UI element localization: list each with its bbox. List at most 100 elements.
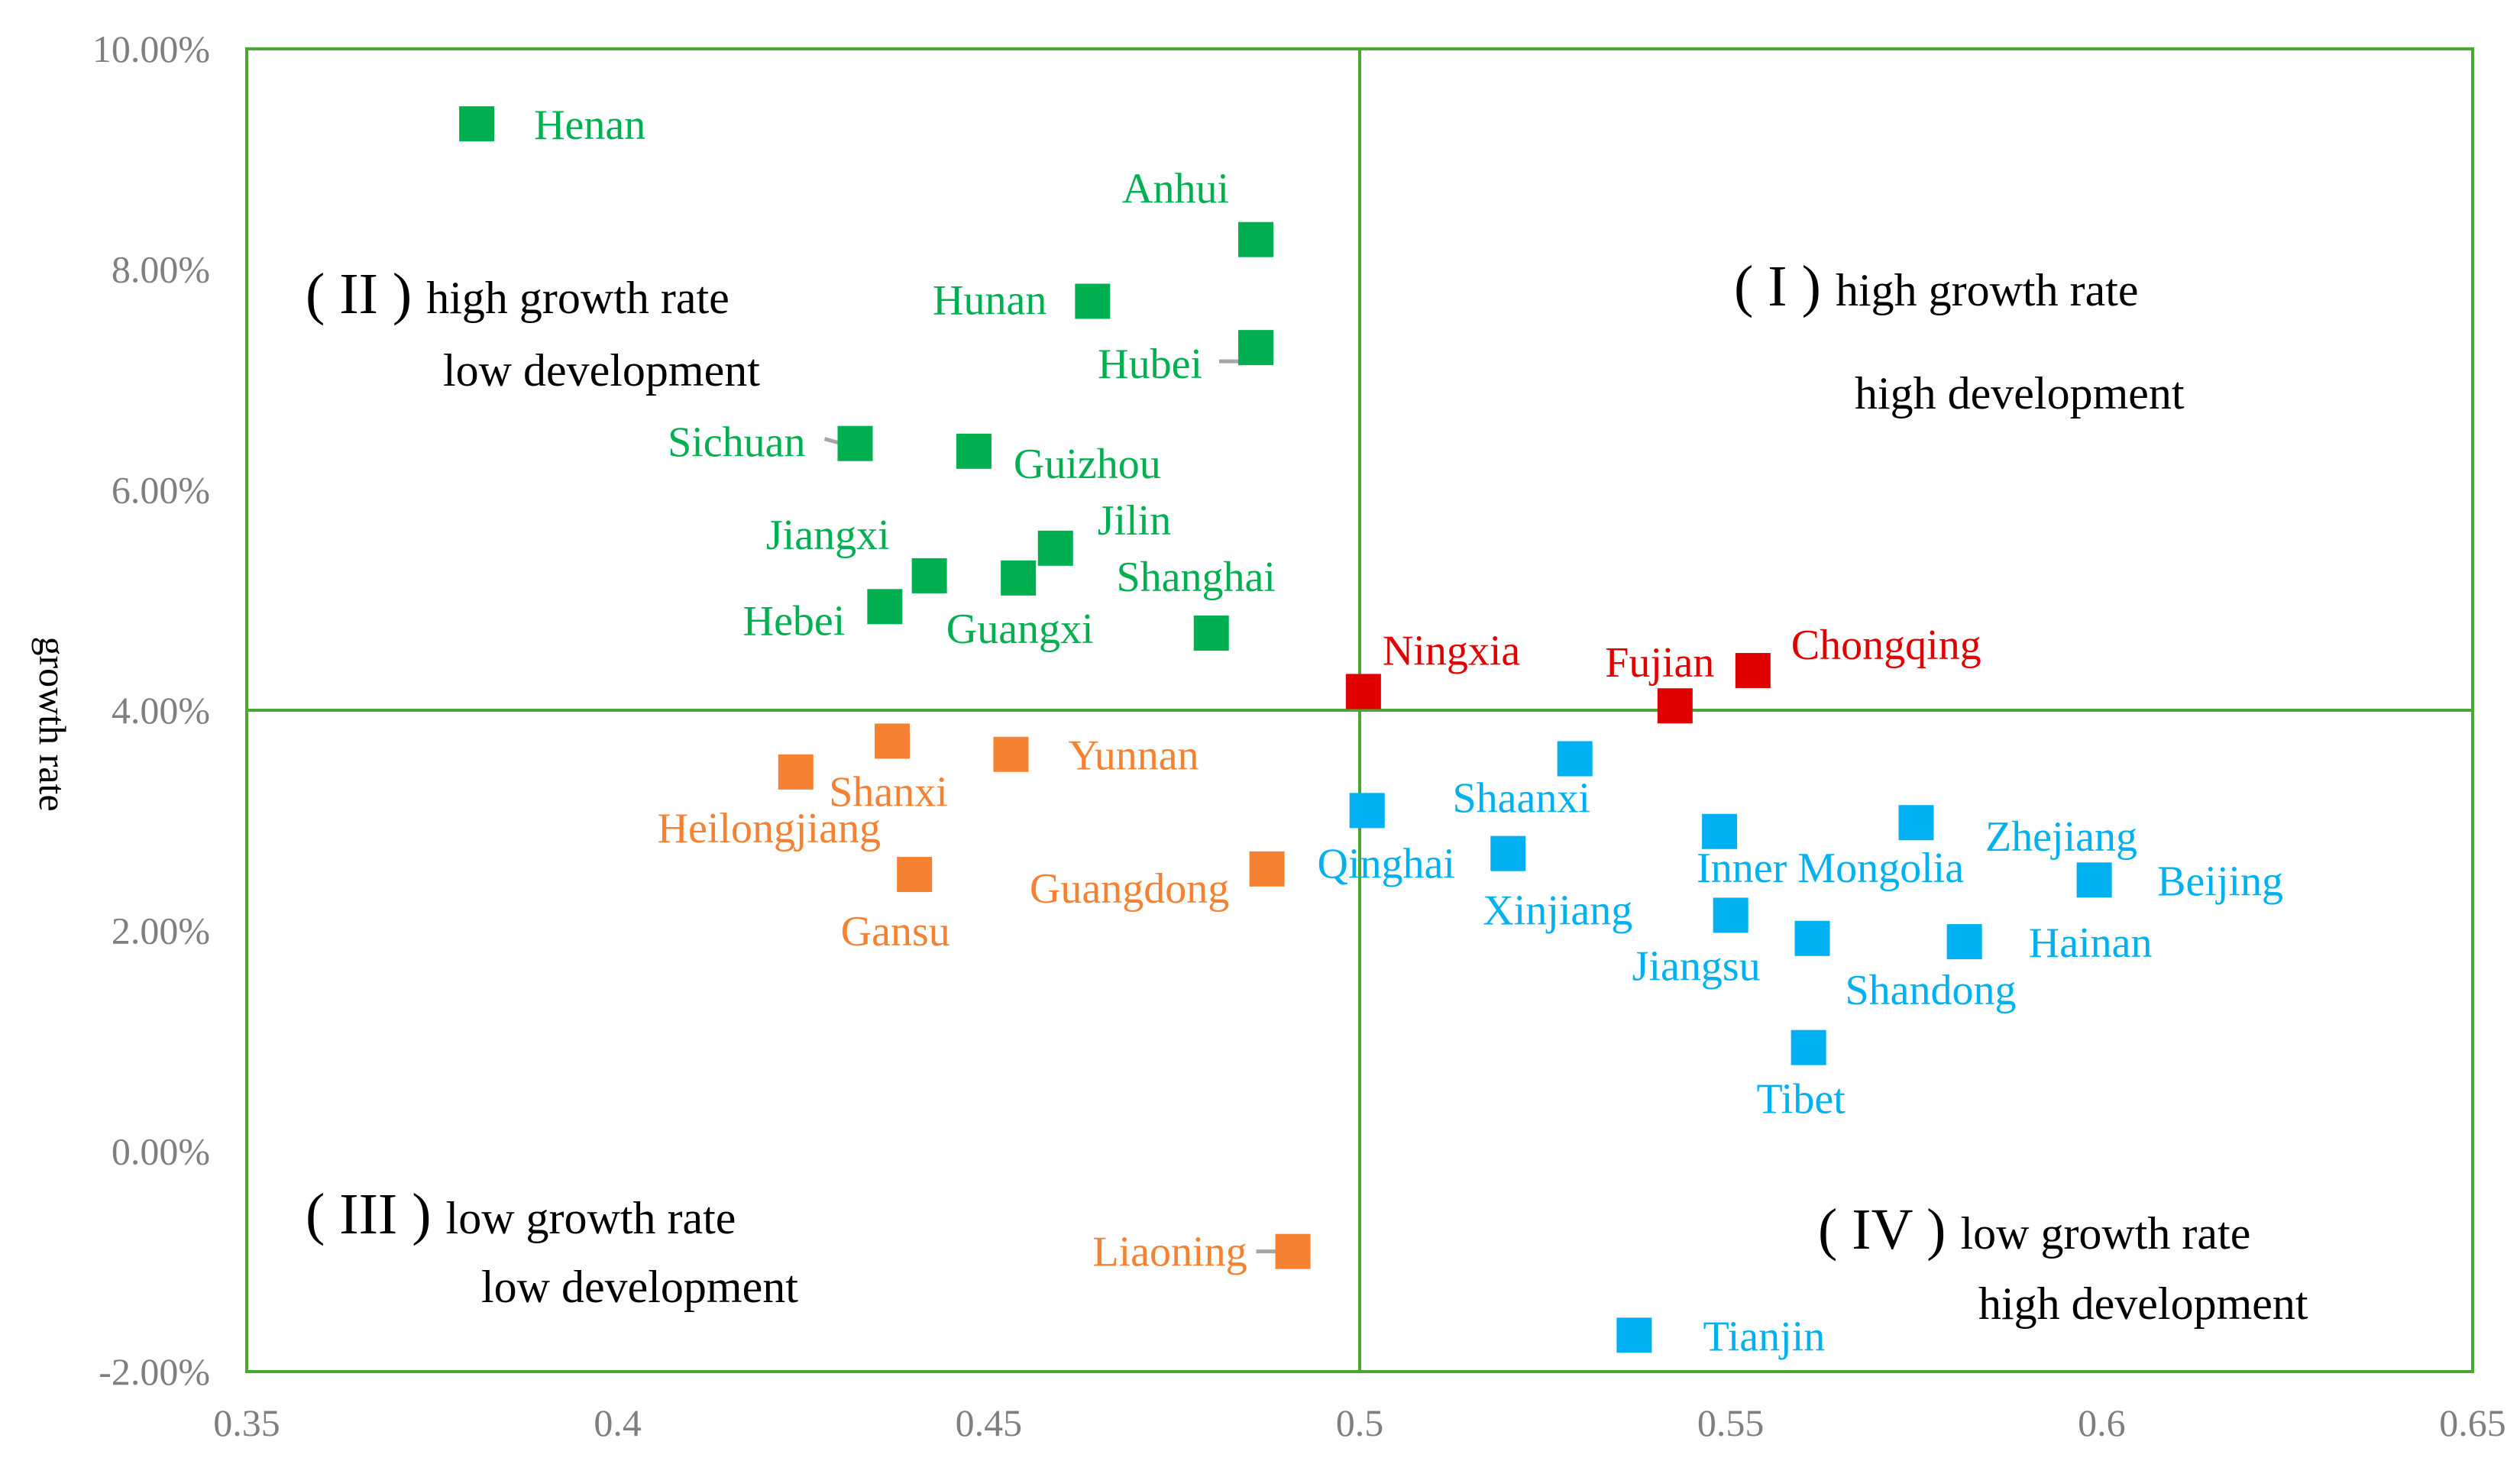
marker-inner-mongolia xyxy=(1702,813,1738,849)
point-label-hubei: Hubei xyxy=(1098,341,1202,388)
marker-liaoning xyxy=(1275,1233,1311,1269)
marker-hainan xyxy=(1946,924,1982,960)
quadrant-label-line1: ( I ) high growth rate xyxy=(1734,254,2139,318)
point-label-heilongjiang: Heilongjiang xyxy=(658,805,881,852)
point-label-zhejiang: Zhejiang xyxy=(1985,813,2137,861)
quadrant-label-line2: high development xyxy=(1978,1278,2308,1329)
point-label-sichuan: Sichuan xyxy=(668,419,805,467)
y-tick-label: 10.00% xyxy=(92,27,210,70)
point-label-hunan: Hunan xyxy=(933,277,1046,325)
quadrant-label-line1: ( III ) low growth rate xyxy=(306,1182,736,1246)
point-label-guangdong: Guangdong xyxy=(1030,865,1229,913)
marker-anhui xyxy=(1238,221,1274,257)
quadrant-label-text: low growth rate xyxy=(1960,1208,2250,1259)
marker-guizhou xyxy=(956,433,992,469)
marker-hubei xyxy=(1238,330,1274,366)
quadrant-label-II: ( II ) high growth rate low development xyxy=(306,262,760,396)
point-label-hebei: Hebei xyxy=(743,597,846,645)
marker-jiangsu xyxy=(1713,897,1748,933)
point-label-henan: Henan xyxy=(534,102,645,149)
point-label-chongqing: Chongqing xyxy=(1791,622,1981,669)
y-axis-title: growth rate xyxy=(31,636,74,811)
quadrant-label-III: ( III ) low growth rate low development xyxy=(306,1182,798,1312)
marker-xinjiang xyxy=(1490,835,1526,871)
marker-tianjin xyxy=(1616,1317,1652,1353)
marker-qinghai xyxy=(1349,793,1385,829)
marker-yunnan xyxy=(993,736,1029,772)
quadrant-label-IV: ( IV ) low growth rate high development xyxy=(1818,1197,2308,1329)
quadrant-label-line2: high development xyxy=(1855,368,2185,419)
x-tick-label: 0.4 xyxy=(594,1401,642,1444)
marker-fujian xyxy=(1657,688,1693,724)
point-label-beijing: Beijing xyxy=(2157,858,2283,905)
point-label-shaanxi: Shaanxi xyxy=(1452,775,1590,823)
point-label-anhui: Anhui xyxy=(1122,166,1229,213)
quadrant-roman-numeral: ( II ) xyxy=(306,262,426,326)
marker-tibet xyxy=(1791,1029,1826,1065)
y-tick-label: 6.00% xyxy=(112,468,210,511)
point-label-yunnan: Yunnan xyxy=(1068,732,1199,780)
point-label-liaoning: Liaoning xyxy=(1092,1229,1247,1276)
point-label-fujian: Fujian xyxy=(1605,639,1714,687)
quadrant-label-text: high growth rate xyxy=(426,273,729,323)
quadrant-label-text: high growth rate xyxy=(1836,265,2139,315)
quadrant-label-line2: low development xyxy=(443,345,760,396)
x-tick-label: 0.65 xyxy=(2439,1401,2506,1444)
marker-shanghai xyxy=(1193,615,1229,651)
marker-zhejiang xyxy=(1898,805,1934,841)
marker-jilin xyxy=(1037,530,1073,566)
point-label-tianjin: Tianjin xyxy=(1703,1313,1826,1360)
point-labels: Henan Anhui Hunan Hubei Sichuan Guizhou Jilin J… xyxy=(534,102,2283,1360)
marker-jiangxi xyxy=(911,558,947,593)
marker-sichuan xyxy=(837,425,873,461)
point-label-ningxia: Ningxia xyxy=(1383,627,1521,674)
marker-guangdong xyxy=(1249,851,1285,887)
marker-beijing xyxy=(2076,862,2112,898)
point-label-xinjiang: Xinjiang xyxy=(1483,887,1632,935)
marker-gansu xyxy=(897,857,933,893)
point-label-jiangxi: Jiangxi xyxy=(766,512,890,559)
quadrant-roman-numeral: ( III ) xyxy=(306,1182,446,1246)
marker-hunan xyxy=(1075,283,1111,319)
point-label-shanxi: Shanxi xyxy=(829,768,948,816)
point-label-inner-mongolia: Inner Mongolia xyxy=(1697,845,1964,892)
y-tick-label: 8.00% xyxy=(112,248,210,291)
marker-shaanxi xyxy=(1557,741,1593,777)
y-tick-label: 0.00% xyxy=(112,1130,210,1172)
data-points xyxy=(459,106,2112,1353)
marker-chongqing xyxy=(1735,653,1771,689)
marker-ningxia xyxy=(1345,674,1381,709)
quadrant-label-text: low growth rate xyxy=(446,1193,736,1243)
x-tick-label: 0.35 xyxy=(213,1401,280,1444)
point-label-shandong: Shandong xyxy=(1846,967,2017,1014)
point-label-tibet: Tibet xyxy=(1757,1076,1846,1123)
x-tick-label: 0.6 xyxy=(2078,1401,2126,1444)
marker-shanxi xyxy=(875,723,911,759)
marker-henan xyxy=(459,106,495,142)
quadrant-label-line2: low development xyxy=(481,1262,798,1312)
point-label-jiangsu: Jiangsu xyxy=(1632,942,1761,990)
point-label-guangxi: Guangxi xyxy=(946,606,1094,653)
quadrant-label-line1: ( II ) high growth rate xyxy=(306,262,729,326)
quadrant-label-line1: ( IV ) low growth rate xyxy=(1818,1197,2250,1262)
point-label-hainan: Hainan xyxy=(2029,919,2153,967)
marker-shandong xyxy=(1794,920,1830,956)
point-label-shanghai: Shanghai xyxy=(1117,554,1276,601)
point-label-gansu: Gansu xyxy=(841,908,950,955)
quadrant-roman-numeral: ( I ) xyxy=(1734,254,1836,318)
marker-guangxi xyxy=(1001,560,1037,596)
marker-hebei xyxy=(867,589,903,625)
point-label-guizhou: Guizhou xyxy=(1014,441,1161,488)
y-tick-label: -2.00% xyxy=(99,1350,210,1393)
quadrant-label-I: ( I ) high growth rate high development xyxy=(1734,254,2185,419)
x-tick-label: 0.55 xyxy=(1697,1401,1765,1444)
y-tick-label: 4.00% xyxy=(112,689,210,732)
plot-area xyxy=(245,47,2474,1373)
axis-ticks: 0.35 0.4 0.45 0.5 0.55 0.6 0.65 -2.00% 0.00% 2.00… xyxy=(92,27,2506,1444)
marker-heilongjiang xyxy=(778,754,814,790)
x-tick-label: 0.45 xyxy=(956,1401,1023,1444)
y-tick-label: 2.00% xyxy=(112,910,210,952)
point-label-qinghai: Qinghai xyxy=(1318,840,1455,887)
